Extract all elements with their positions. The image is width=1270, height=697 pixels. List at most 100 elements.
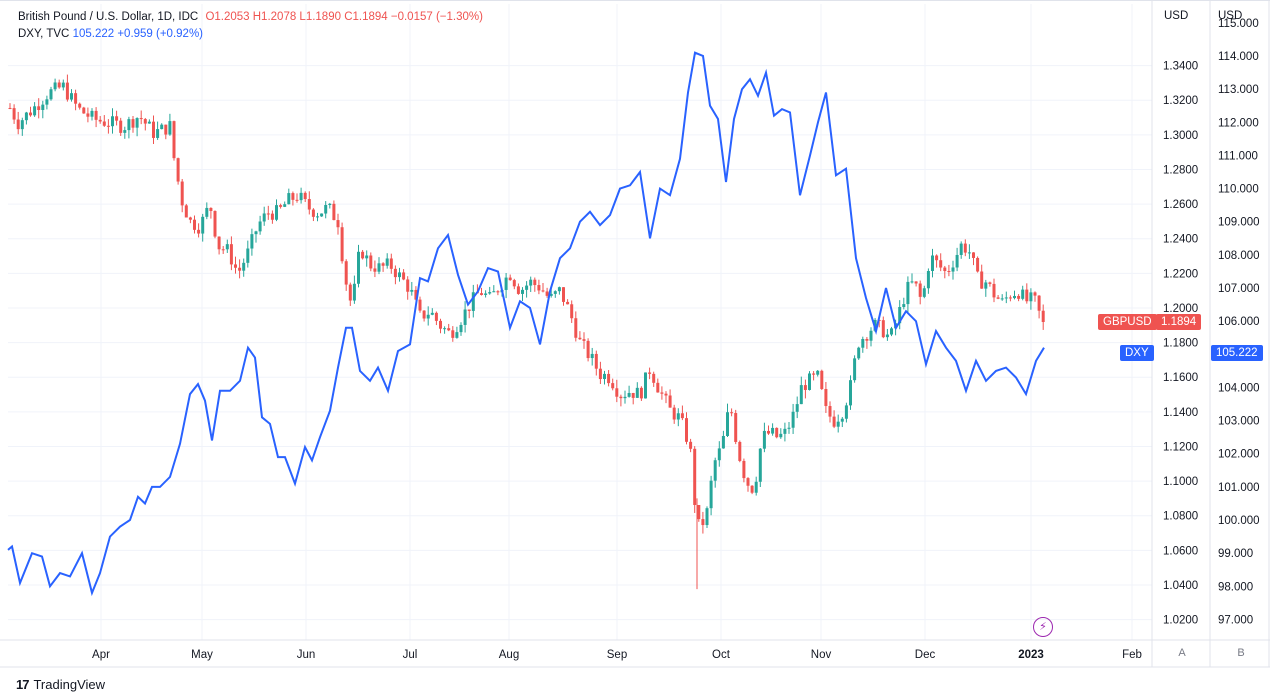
candle-body <box>701 519 705 526</box>
candle-body <box>963 243 967 253</box>
gbpusd-candles <box>8 74 1045 590</box>
candle-body <box>70 93 73 100</box>
auto-scale-button-a[interactable]: A <box>1178 647 1186 659</box>
candle-body <box>135 118 139 128</box>
candle-body <box>53 82 57 90</box>
candle-body <box>238 267 242 271</box>
dxy-tick-label: 99.000 <box>1218 548 1253 560</box>
candle-body <box>742 460 746 479</box>
candle-body <box>959 243 963 255</box>
candle-body <box>881 320 885 338</box>
candle-body <box>598 368 602 380</box>
candle-body <box>951 267 955 272</box>
candle-body <box>976 257 980 272</box>
candle-body <box>635 387 639 398</box>
candle-body <box>94 110 98 120</box>
gbp-legend[interactable]: British Pound / U.S. Dollar, 1D, IDC O1.… <box>18 11 483 23</box>
candle-body <box>1037 295 1041 311</box>
candle-body <box>98 119 102 122</box>
candle-body <box>726 412 729 436</box>
candle-body <box>1041 310 1045 323</box>
candle-body <box>783 428 787 434</box>
candle-body <box>553 291 557 294</box>
candle-body <box>857 347 861 359</box>
candle-body <box>8 107 12 109</box>
candle-body <box>586 340 590 359</box>
candle-body <box>393 268 397 278</box>
candle-body <box>918 283 922 297</box>
candle-body <box>1033 292 1037 296</box>
candle-body <box>336 220 340 228</box>
candle-body <box>385 258 389 266</box>
gbp-tick-label: 1.2800 <box>1163 164 1198 176</box>
candle-body <box>972 252 975 258</box>
candle-body <box>188 217 192 220</box>
candle-body <box>1008 297 1012 299</box>
candle-body <box>562 287 565 302</box>
candle-body <box>291 193 295 200</box>
candle-body <box>344 261 348 285</box>
auto-scale-button-b[interactable]: B <box>1237 647 1245 659</box>
gbp-tick-label: 1.0200 <box>1163 615 1198 627</box>
gbp-tick-label: 1.3000 <box>1163 130 1198 142</box>
candle-body <box>115 116 119 121</box>
x-tick-label: Oct <box>712 649 731 661</box>
candle-body <box>303 192 307 200</box>
candle-body <box>549 293 553 296</box>
candle-body <box>45 99 49 105</box>
candle-body <box>480 293 483 295</box>
candle-body <box>574 318 578 338</box>
candle-body <box>935 255 939 261</box>
gbp-tick-label: 1.2400 <box>1163 234 1198 246</box>
candle-body <box>898 307 902 324</box>
dxy-value: 105.222 +0.959 (+0.92%) <box>72 28 203 40</box>
candle-body <box>467 309 471 311</box>
candle-body <box>193 219 196 230</box>
candle-body <box>484 293 488 295</box>
candle-body <box>791 411 795 428</box>
tradingview-brand: TradingView <box>33 677 106 692</box>
candle-body <box>582 339 586 341</box>
candle-body <box>713 460 717 481</box>
candle-body <box>455 332 459 338</box>
gbp-axis-labels: 1.3400 1.3200 1.3000 1.2800 1.2600 1.2400 1.22… <box>1163 61 1198 627</box>
candle-body <box>340 227 344 262</box>
candle-body <box>656 382 660 393</box>
candle-body <box>705 508 709 526</box>
candle-body <box>611 383 615 389</box>
dxy-tick-label: 113.000 <box>1218 84 1259 96</box>
candle-body <box>147 121 151 124</box>
candle-body <box>578 337 582 340</box>
dxy-tick-label: 102.000 <box>1218 449 1260 461</box>
candle-body <box>164 124 168 135</box>
gbp-tick-label: 1.1800 <box>1163 338 1198 350</box>
flash-icon[interactable]: ⚡ <box>1033 617 1053 637</box>
candle-body <box>865 338 869 341</box>
dxy-tick-label: 109.000 <box>1218 217 1260 229</box>
candle-body <box>803 385 807 390</box>
candle-body <box>631 392 635 398</box>
gbp-tick-label: 1.0800 <box>1163 511 1198 523</box>
candle-body <box>451 330 455 338</box>
candle-body <box>799 385 803 405</box>
candle-body <box>496 291 500 293</box>
candle-body <box>623 396 627 399</box>
candle-body <box>664 393 668 396</box>
candle-body <box>926 270 930 289</box>
candle-body <box>381 263 385 266</box>
candle-body <box>209 207 213 211</box>
dxy-legend[interactable]: DXY, TVC 105.222 +0.959 (+0.92%) <box>18 28 203 40</box>
candle-body <box>402 272 406 280</box>
candle-body <box>566 301 570 305</box>
candle-body <box>389 258 393 269</box>
candle-body <box>808 373 811 390</box>
candle-body <box>939 260 943 268</box>
tradingview-footer[interactable]: 17 TradingView <box>16 677 105 692</box>
candle-body <box>533 279 537 286</box>
candle-body <box>504 277 508 290</box>
candle-body <box>352 283 356 301</box>
candle-body <box>373 268 377 272</box>
candle-body <box>541 290 545 292</box>
gbp-tick-label: 1.1200 <box>1163 441 1198 453</box>
